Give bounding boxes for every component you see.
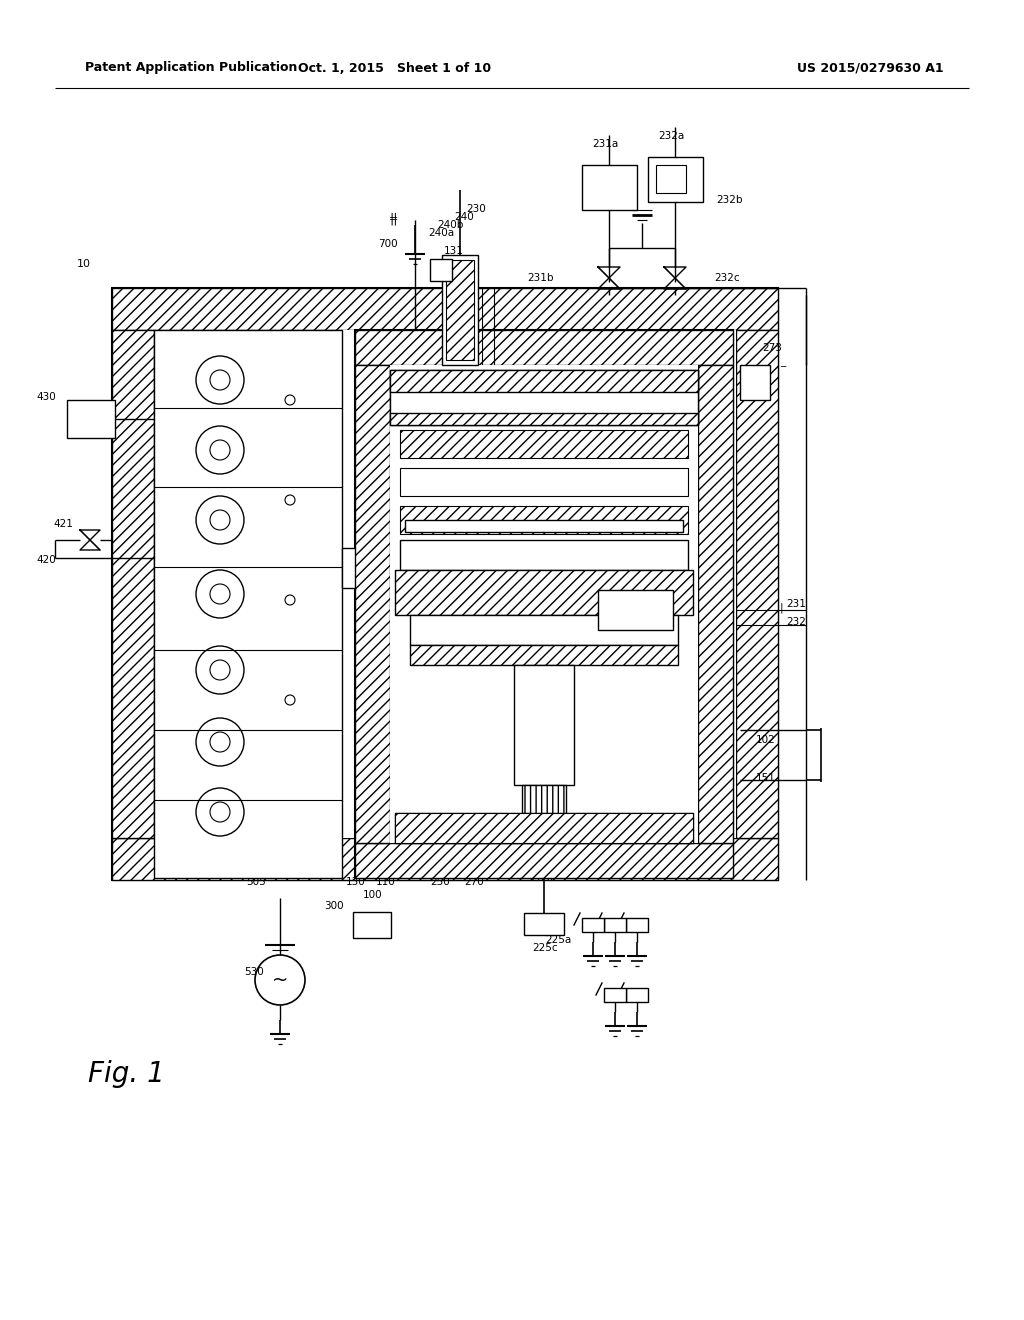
Text: 231: 231: [786, 599, 806, 609]
Bar: [604, 917, 626, 932]
Bar: [400, 506, 688, 535]
Text: 223b: 223b: [544, 865, 570, 875]
Bar: [112, 288, 778, 880]
Text: 102: 102: [756, 735, 776, 744]
Text: US 2015/0279630 A1: US 2015/0279630 A1: [797, 62, 943, 74]
Text: ||: ||: [389, 213, 398, 226]
Text: 600: 600: [203, 595, 222, 605]
Text: 220: 220: [311, 426, 331, 437]
Text: 223a: 223a: [558, 857, 584, 867]
Text: 230: 230: [466, 205, 486, 214]
Text: _: _: [780, 356, 785, 367]
Bar: [390, 370, 698, 425]
Bar: [582, 917, 604, 932]
Text: 700: 700: [379, 239, 398, 249]
Text: 240b: 240b: [437, 220, 464, 230]
Bar: [355, 843, 733, 878]
Bar: [154, 330, 736, 838]
Bar: [353, 912, 391, 939]
Text: 421: 421: [53, 519, 73, 529]
Bar: [740, 366, 770, 400]
Bar: [400, 469, 688, 496]
Text: 225c: 225c: [532, 942, 558, 953]
Bar: [656, 165, 686, 193]
Bar: [355, 366, 390, 843]
Bar: [648, 157, 703, 202]
Bar: [390, 413, 698, 425]
Text: 240: 240: [455, 213, 474, 222]
Bar: [395, 813, 693, 843]
Text: 270: 270: [464, 876, 484, 887]
Text: 225a: 225a: [546, 935, 572, 945]
Text: 225: 225: [328, 642, 348, 651]
Text: ~: ~: [271, 970, 288, 990]
Bar: [410, 615, 678, 645]
Bar: [522, 785, 566, 840]
Bar: [626, 917, 648, 932]
Bar: [112, 838, 778, 880]
Text: 200: 200: [293, 444, 313, 453]
Text: 151: 151: [756, 774, 776, 783]
Bar: [514, 665, 574, 785]
Bar: [355, 330, 733, 878]
Bar: [112, 330, 154, 838]
Text: W: W: [332, 529, 342, 539]
Text: 130: 130: [346, 876, 366, 887]
Text: 273: 273: [762, 343, 782, 352]
Bar: [112, 288, 778, 330]
Text: 236: 236: [336, 756, 356, 767]
Text: 233: 233: [340, 612, 360, 623]
Text: 232a: 232a: [658, 131, 684, 141]
Bar: [400, 540, 688, 570]
Bar: [442, 255, 478, 366]
Text: 420: 420: [36, 554, 56, 565]
Text: Oct. 1, 2015   Sheet 1 of 10: Oct. 1, 2015 Sheet 1 of 10: [298, 62, 492, 74]
Bar: [430, 259, 452, 281]
Bar: [626, 987, 648, 1002]
Bar: [154, 330, 342, 878]
Text: 231b: 231b: [527, 273, 554, 282]
Text: =: =: [389, 214, 398, 224]
Text: Patent Application Publication: Patent Application Publication: [85, 62, 297, 74]
Bar: [598, 590, 673, 630]
Text: 221: 221: [324, 447, 343, 457]
Bar: [342, 548, 362, 587]
Text: 250: 250: [430, 876, 450, 887]
Text: 231a: 231a: [592, 139, 618, 149]
Text: 430: 430: [36, 392, 56, 403]
Bar: [736, 330, 778, 838]
Text: 223: 223: [316, 671, 336, 681]
Text: 131: 131: [444, 246, 464, 256]
Bar: [524, 913, 564, 935]
Text: 300: 300: [325, 902, 344, 911]
Bar: [67, 400, 115, 438]
Text: 530: 530: [245, 968, 264, 977]
Text: 232c: 232c: [714, 273, 739, 282]
Bar: [604, 987, 626, 1002]
Text: 223c: 223c: [530, 873, 556, 883]
Bar: [406, 520, 683, 532]
Bar: [390, 366, 698, 843]
Bar: [355, 330, 733, 366]
Bar: [582, 165, 637, 210]
Text: 505: 505: [246, 876, 266, 887]
Text: 10: 10: [77, 259, 91, 269]
Bar: [446, 260, 474, 360]
Text: 232b: 232b: [716, 195, 742, 205]
Bar: [395, 813, 693, 843]
Text: Fig. 1: Fig. 1: [88, 1060, 165, 1088]
Bar: [410, 645, 678, 665]
Bar: [395, 570, 693, 615]
Text: 500: 500: [256, 616, 275, 627]
Text: 410: 410: [354, 585, 374, 595]
Text: 110: 110: [376, 876, 396, 887]
Text: 232: 232: [786, 616, 806, 627]
Text: 100: 100: [362, 890, 382, 900]
Text: 240a: 240a: [428, 228, 454, 238]
Text: |: |: [780, 603, 783, 614]
Bar: [698, 366, 733, 843]
Bar: [400, 430, 688, 458]
Bar: [390, 370, 698, 392]
